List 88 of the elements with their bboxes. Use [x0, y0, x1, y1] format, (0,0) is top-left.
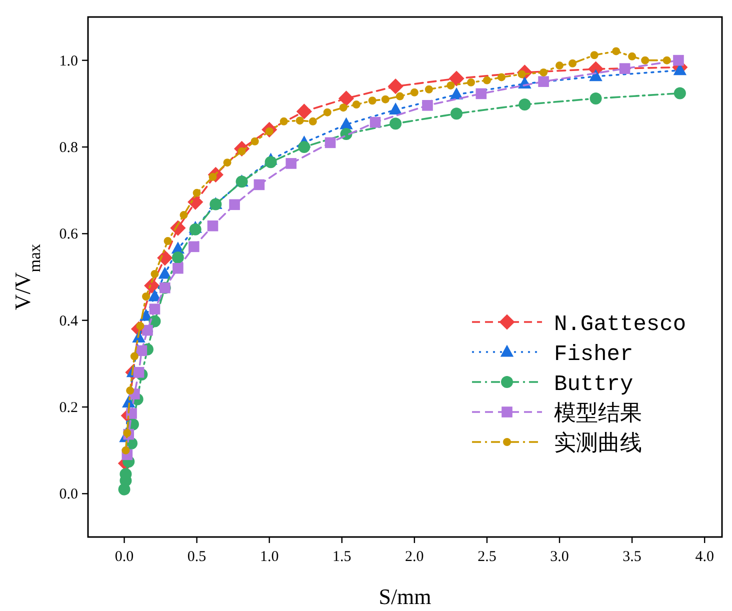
point	[123, 429, 132, 437]
point	[388, 102, 402, 115]
legend-label: Fisher	[554, 342, 634, 367]
point	[149, 304, 160, 314]
point	[589, 69, 602, 82]
point	[518, 98, 531, 111]
point	[388, 78, 404, 94]
point	[308, 117, 317, 126]
point	[136, 345, 148, 356]
y-tick-label: 0.4	[59, 313, 78, 330]
point	[164, 237, 172, 246]
point	[338, 90, 354, 106]
point	[497, 73, 506, 82]
legend-label: 实测曲线	[554, 431, 642, 457]
point	[207, 220, 218, 232]
point	[568, 59, 577, 68]
point	[296, 104, 312, 120]
point	[250, 137, 259, 146]
y-tick-label: 0.0	[59, 486, 78, 503]
point	[381, 95, 390, 104]
point	[674, 87, 686, 100]
point	[188, 241, 200, 252]
point	[450, 108, 463, 120]
point	[172, 262, 184, 274]
point	[133, 366, 144, 378]
legend-label: Buttry	[554, 372, 634, 397]
point	[158, 266, 172, 279]
point	[424, 85, 433, 94]
x-tick-label: 0.5	[187, 549, 206, 565]
x-tick-label: 3.0	[550, 549, 569, 565]
x-tick-label: 2.5	[478, 549, 496, 565]
point	[590, 51, 598, 60]
point	[142, 292, 150, 300]
y-tick-label: 0.8	[59, 140, 78, 156]
x-tick-label: 3.5	[622, 549, 642, 565]
point	[280, 117, 288, 126]
point	[446, 81, 455, 90]
x-tick-label: 2.0	[405, 549, 424, 565]
legend-label: 模型结果	[554, 401, 642, 427]
point	[298, 141, 310, 153]
point	[148, 289, 162, 302]
point	[122, 446, 130, 454]
point	[370, 116, 381, 128]
point	[422, 100, 433, 111]
y-tick-label: 1.0	[59, 53, 78, 70]
point	[223, 158, 232, 167]
x-axis-title: S/mm	[378, 584, 432, 609]
point	[467, 78, 476, 86]
point	[126, 386, 134, 395]
point	[396, 92, 404, 100]
x-tick-label: 0.0	[114, 549, 134, 565]
x-tick-label: 1.5	[332, 549, 352, 565]
point	[476, 88, 487, 100]
point	[619, 63, 630, 74]
point	[352, 100, 360, 109]
point	[150, 270, 159, 278]
point	[482, 76, 491, 84]
point	[296, 116, 304, 125]
point	[192, 188, 201, 197]
point	[286, 158, 297, 169]
point	[142, 324, 153, 336]
point	[229, 199, 240, 210]
point	[628, 52, 636, 60]
point	[254, 179, 265, 190]
point	[172, 252, 184, 264]
point	[641, 56, 650, 64]
point	[410, 88, 418, 96]
y-tick-label: 0.2	[59, 400, 78, 416]
y-tick-label: 0.6	[59, 226, 78, 243]
x-tick-label: 4.0	[695, 549, 714, 565]
point	[673, 54, 684, 66]
point	[448, 70, 464, 86]
point	[662, 56, 671, 64]
point	[540, 68, 548, 76]
point	[130, 352, 138, 360]
point	[339, 104, 348, 112]
point	[368, 96, 376, 105]
point	[590, 92, 602, 104]
legend-label: N.Gattesco	[554, 312, 686, 337]
point	[180, 211, 188, 220]
point	[390, 118, 402, 130]
point	[538, 76, 549, 87]
x-tick-label: 1.0	[260, 549, 279, 565]
point	[189, 223, 202, 236]
point	[612, 47, 620, 56]
point	[324, 137, 336, 148]
point	[323, 108, 332, 116]
point	[556, 62, 564, 70]
